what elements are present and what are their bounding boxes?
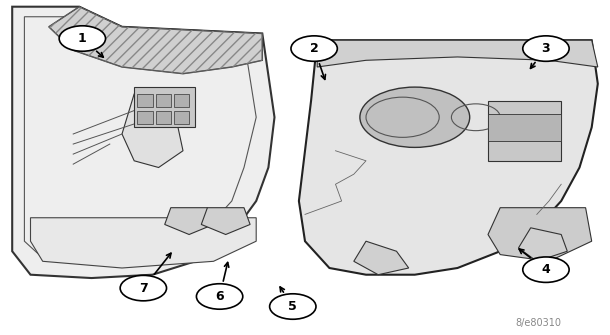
Text: 3: 3 <box>542 42 550 55</box>
Polygon shape <box>201 208 250 234</box>
Polygon shape <box>299 40 598 275</box>
Polygon shape <box>165 208 214 234</box>
Text: 1: 1 <box>78 32 87 45</box>
Text: 8/e80310: 8/e80310 <box>515 318 561 328</box>
Polygon shape <box>317 40 598 67</box>
Polygon shape <box>12 7 274 278</box>
Text: 2: 2 <box>310 42 318 55</box>
Polygon shape <box>49 7 262 74</box>
Circle shape <box>291 36 337 61</box>
Circle shape <box>270 294 316 319</box>
Circle shape <box>523 36 569 61</box>
Polygon shape <box>518 228 567 261</box>
Bar <box>156 111 171 124</box>
Circle shape <box>196 284 243 309</box>
Bar <box>137 94 152 107</box>
Text: 6: 6 <box>215 290 224 303</box>
Bar <box>156 94 171 107</box>
Circle shape <box>120 275 167 301</box>
Text: 4: 4 <box>542 263 550 276</box>
Text: 7: 7 <box>139 282 148 294</box>
Bar <box>488 100 561 161</box>
Bar <box>174 94 189 107</box>
Polygon shape <box>122 94 183 168</box>
Text: 5: 5 <box>289 300 297 313</box>
Bar <box>137 111 152 124</box>
Polygon shape <box>30 218 256 268</box>
Polygon shape <box>354 241 409 275</box>
Bar <box>134 87 195 127</box>
Ellipse shape <box>360 87 470 147</box>
Bar <box>174 111 189 124</box>
Circle shape <box>59 26 106 51</box>
Circle shape <box>523 257 569 282</box>
Bar <box>488 114 561 141</box>
Polygon shape <box>488 208 592 261</box>
